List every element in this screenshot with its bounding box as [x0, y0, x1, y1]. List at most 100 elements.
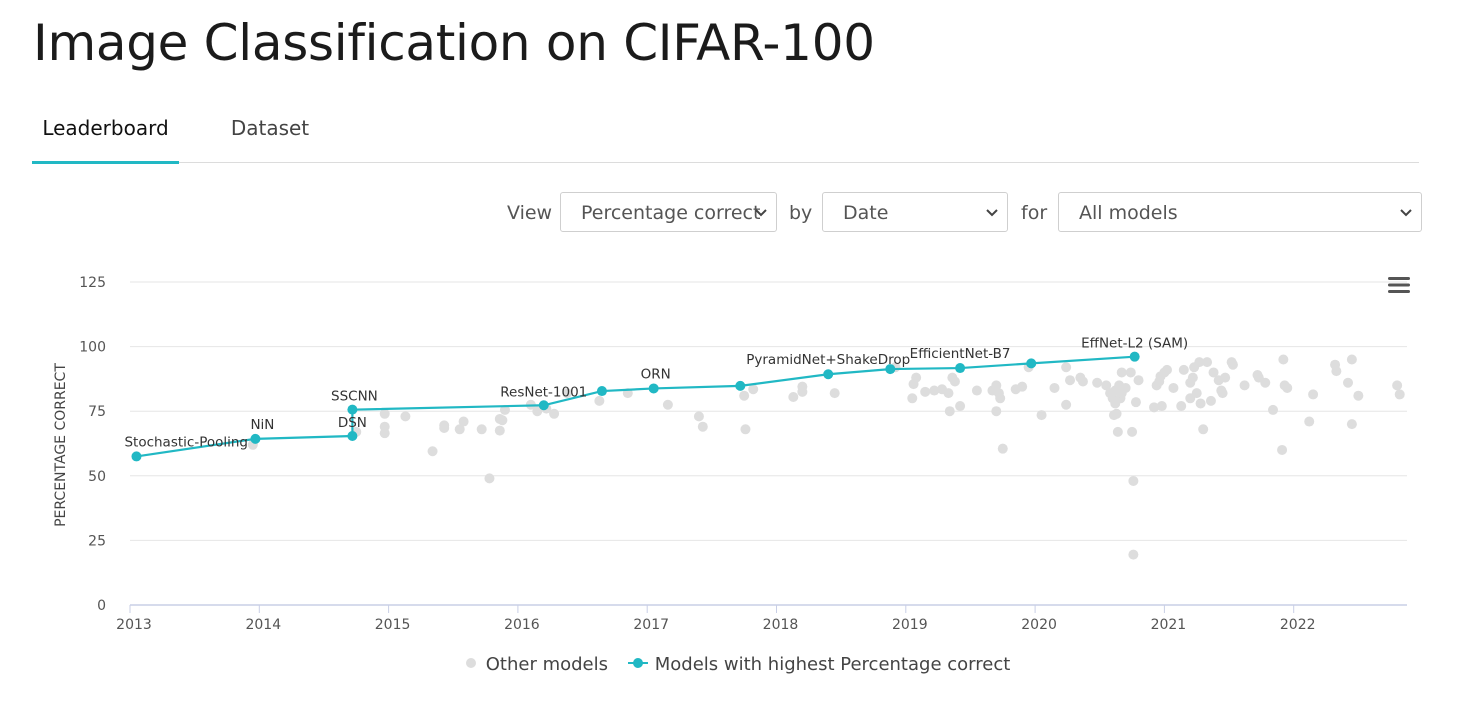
other-model-point: [379, 408, 390, 419]
y-axis: 0 25 50 75 100 125: [79, 275, 106, 614]
y-tick-label: 50: [88, 469, 106, 485]
other-model-point: [532, 406, 543, 417]
other-model-point: [1392, 380, 1403, 391]
by-label: by: [789, 202, 813, 224]
best-model-point: [735, 380, 746, 391]
legend-other-models-label: Other models: [485, 654, 608, 675]
other-model-point: [1168, 382, 1179, 393]
other-model-point: [748, 384, 759, 395]
annotation-label: PyramidNet+ShakeDrop: [746, 352, 910, 368]
other-model-point: [739, 390, 750, 401]
other-model-point: [971, 385, 982, 396]
other-model-point: [1282, 382, 1293, 393]
other-model-point: [1111, 408, 1122, 419]
annotation-label: ORN: [641, 366, 671, 382]
tab-bar: Leaderboard Dataset: [32, 104, 1419, 164]
hamburger-menu-icon[interactable]: [1386, 274, 1412, 296]
other-model-point: [1161, 364, 1172, 375]
other-model-point: [911, 372, 922, 383]
y-axis-label: PERCENTAGE CORRECT: [53, 363, 69, 527]
other-model-point: [929, 385, 940, 396]
chevron-down-icon: [986, 209, 998, 217]
other-model-point: [920, 386, 931, 397]
best-model-point: [347, 404, 358, 415]
best-model-point: [955, 363, 966, 374]
tab-dataset[interactable]: Dataset: [230, 116, 310, 140]
other-model-point: [1125, 367, 1136, 378]
other-model-point: [1092, 377, 1103, 388]
chevron-down-icon: [1400, 209, 1412, 217]
annotation-label: SSCNN: [331, 389, 378, 405]
other-model-point: [379, 428, 390, 439]
other-model-point: [949, 376, 960, 387]
other-model-point: [1178, 364, 1189, 375]
other-model-point: [400, 411, 411, 422]
other-model-point: [1308, 389, 1319, 400]
best-model-point: [1129, 351, 1140, 362]
legend-best-models[interactable]: Models with highest Percentage correct: [627, 654, 1010, 675]
annotation-label: EffNet-L2 (SAM): [1081, 336, 1188, 352]
for-select[interactable]: All models: [1058, 192, 1422, 232]
teal-line-dot-icon: [628, 658, 648, 668]
other-model-point: [1156, 401, 1167, 412]
other-model-point: [1116, 367, 1127, 378]
other-model-point: [1065, 375, 1076, 386]
best-model-point: [648, 383, 659, 394]
x-tick-label: 2022: [1280, 617, 1316, 633]
y-tick-label: 75: [88, 404, 106, 420]
view-select[interactable]: Percentage correct: [560, 192, 777, 232]
other-model-point: [1260, 377, 1271, 388]
other-model-point: [1128, 475, 1139, 486]
x-tick-label: 2018: [763, 617, 799, 633]
annotation-label: DSN: [338, 415, 367, 431]
other-model-point: [1198, 424, 1209, 435]
best-model-point: [538, 400, 549, 411]
best-model-point: [250, 433, 261, 444]
by-select-value: Date: [843, 202, 889, 224]
tab-leaderboard[interactable]: Leaderboard: [32, 104, 179, 164]
y-tick-label: 25: [88, 533, 106, 549]
gray-dot-icon: [466, 658, 476, 668]
other-model-point: [1331, 366, 1342, 377]
other-model-point: [797, 381, 808, 392]
other-model-point: [693, 411, 704, 422]
best-model-point: [885, 364, 896, 375]
other-model-point: [476, 424, 487, 435]
other-model-point: [1208, 367, 1219, 378]
x-tick-label: 2019: [892, 617, 928, 633]
other-model-point: [1343, 377, 1354, 388]
y-tick-label: 0: [97, 598, 106, 614]
annotation-label: Stochastic-Pooling: [124, 434, 248, 450]
for-label: for: [1021, 202, 1048, 224]
best-models-series: [131, 351, 1140, 462]
other-model-point: [1202, 357, 1213, 368]
other-model-point: [1149, 402, 1160, 413]
other-model-point: [1205, 395, 1216, 406]
other-models-series: [247, 354, 1405, 560]
x-tick-label: 2013: [116, 617, 152, 633]
other-model-point: [1346, 419, 1357, 430]
other-model-point: [955, 401, 966, 412]
other-model-point: [995, 393, 1006, 404]
other-model-point: [484, 473, 495, 484]
other-model-point: [1061, 362, 1072, 373]
best-model-point: [823, 369, 834, 380]
other-model-point: [1017, 381, 1028, 392]
other-model-point: [1049, 382, 1060, 393]
x-tick-label: 2020: [1021, 617, 1057, 633]
other-model-point: [427, 446, 438, 457]
annotation-label: ResNet-1001: [500, 384, 587, 400]
other-model-point: [1353, 390, 1364, 401]
other-model-point: [454, 424, 465, 435]
view-select-value: Percentage correct: [581, 202, 761, 224]
chevron-down-icon: [755, 209, 767, 217]
other-model-point: [1195, 398, 1206, 409]
other-model-point: [1101, 380, 1112, 391]
by-select[interactable]: Date: [822, 192, 1008, 232]
other-model-point: [458, 416, 469, 427]
other-model-point: [1077, 376, 1088, 387]
other-model-point: [697, 421, 708, 432]
legend-other-models[interactable]: Other models: [462, 654, 608, 675]
